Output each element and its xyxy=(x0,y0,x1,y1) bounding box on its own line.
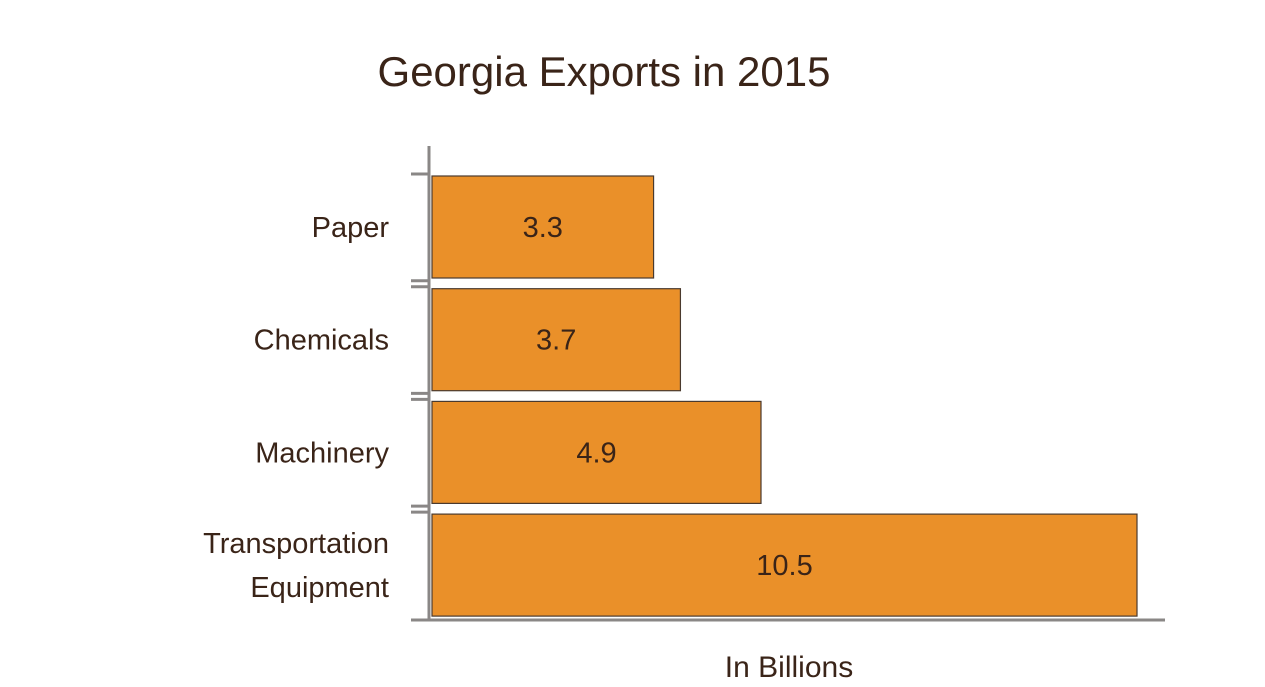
bars-layer: 3.3 Paper 3.7 Chemicals 4.9 Machinery 10.5 Tran… xyxy=(203,175,1138,617)
value-label-3: 10.5 xyxy=(756,550,812,582)
category-label-3-line-0: Transportation xyxy=(203,528,389,560)
bar-3 xyxy=(431,513,1138,617)
chart-title: Georgia Exports in 2015 xyxy=(378,48,831,95)
category-label-0: Paper xyxy=(312,212,390,244)
value-label-0: 3.3 xyxy=(523,212,563,244)
axes-layer xyxy=(411,146,1165,622)
category-label-1: Chemicals xyxy=(254,325,389,357)
bar-0 xyxy=(431,175,655,279)
category-label-3-line-1: Equipment xyxy=(250,572,389,604)
value-label-2: 4.9 xyxy=(576,437,616,469)
x-axis-title: In Billions xyxy=(725,651,853,684)
category-label-2: Machinery xyxy=(255,437,389,469)
value-label-1: 3.7 xyxy=(536,325,576,357)
bar-1 xyxy=(431,288,682,392)
bar-2 xyxy=(431,400,762,504)
